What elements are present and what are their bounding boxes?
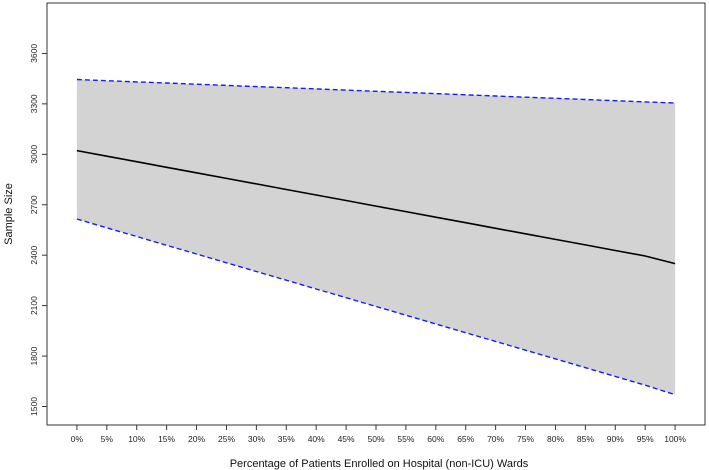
y-tick-label: 2100 [29, 296, 39, 315]
x-tick-label: 75% [517, 434, 534, 444]
x-tick-label: 60% [427, 434, 444, 444]
central-estimate-line [76, 149, 676, 265]
y-tick-label: 3300 [29, 94, 39, 113]
x-tick-label: 70% [487, 434, 504, 444]
x-tick-label: 80% [547, 434, 564, 444]
x-tick-label: 90% [607, 434, 624, 444]
y-tick-label: 2700 [29, 195, 39, 214]
y-axis: 1500 1800 2100 2400 2700 3000 3300 3600 [29, 44, 47, 416]
x-tick-label: 25% [218, 434, 235, 444]
x-tick-label: 0% [71, 434, 84, 444]
y-tick-label: 3600 [29, 44, 39, 63]
x-tick-label: 95% [637, 434, 654, 444]
y-tick-label: 3000 [29, 145, 39, 164]
x-tick-label: 5% [101, 434, 114, 444]
x-tick-label: 45% [338, 434, 355, 444]
x-tick-label: 10% [128, 434, 145, 444]
x-tick-label: 50% [367, 434, 384, 444]
confidence-band [76, 79, 676, 395]
y-tick-label: 1500 [29, 397, 39, 416]
x-tick-label: 40% [308, 434, 325, 444]
x-tick-label: 30% [248, 434, 265, 444]
y-tick-label: 1800 [29, 346, 39, 365]
x-axis-title: Percentage of Patients Enrolled on Hospi… [230, 458, 529, 470]
x-tick-label: 20% [188, 434, 205, 444]
y-tick-label: 2400 [29, 245, 39, 264]
x-tick-label: 100% [664, 434, 686, 444]
x-tick-label: 85% [577, 434, 594, 444]
x-tick-label: 65% [457, 434, 474, 444]
upper-bound-line [76, 78, 676, 104]
y-axis-title: Sample Size [3, 183, 15, 245]
x-tick-label: 55% [397, 434, 414, 444]
x-tick-label: 15% [158, 434, 175, 444]
x-tick-label: 35% [278, 434, 295, 444]
x-axis: 0% 5% 10% 15% 20% 25% 30% 35% 40% 45% 50% 55% 60% 65%… [71, 425, 686, 444]
